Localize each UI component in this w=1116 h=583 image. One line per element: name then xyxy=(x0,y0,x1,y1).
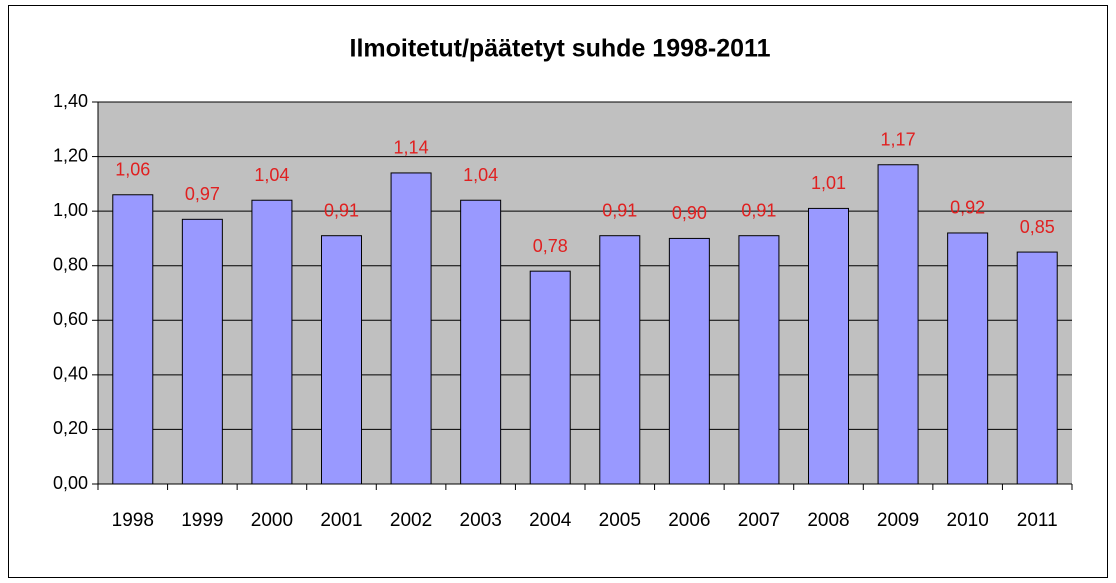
bar xyxy=(251,199,293,485)
x-tick-label: 2007 xyxy=(738,510,780,531)
bar xyxy=(529,270,571,485)
x-tick-label: 1999 xyxy=(181,510,223,531)
data-label: 1,01 xyxy=(811,173,846,193)
x-tick-label: 1998 xyxy=(112,510,154,531)
bar xyxy=(390,172,432,485)
data-label: 0,91 xyxy=(324,200,359,220)
x-tick-label: 2004 xyxy=(529,510,572,531)
x-tick-label: 2006 xyxy=(668,510,710,531)
x-tick-label: 2003 xyxy=(460,510,502,531)
data-label: 1,04 xyxy=(254,165,289,185)
y-tick-label: 0,00 xyxy=(53,473,88,493)
y-tick-label: 0,20 xyxy=(53,418,88,438)
bar xyxy=(808,207,849,485)
bar xyxy=(1016,251,1058,485)
x-tick-label: 2002 xyxy=(390,510,432,531)
chart-title: Ilmoitetut/päätetyt suhde 1998-2011 xyxy=(350,35,771,63)
data-label: 1,04 xyxy=(463,165,498,185)
data-label: 0,97 xyxy=(185,184,220,204)
y-tick-label: 1,20 xyxy=(53,145,88,165)
x-tick-label: 2000 xyxy=(251,510,293,531)
y-tick-label: 1,00 xyxy=(53,200,88,220)
bar xyxy=(599,235,641,485)
data-label: 1,06 xyxy=(115,160,150,180)
x-tick-label: 2001 xyxy=(320,510,362,531)
y-tick-label: 1,40 xyxy=(53,91,88,111)
data-label: 0,91 xyxy=(741,200,776,220)
data-label: 0,91 xyxy=(602,200,637,220)
bar xyxy=(738,235,780,485)
bar xyxy=(181,218,223,485)
data-label: 0,85 xyxy=(1020,217,1055,237)
bar xyxy=(668,237,710,485)
data-label: 1,17 xyxy=(881,130,916,150)
y-tick-label: 0,40 xyxy=(53,364,88,384)
bar xyxy=(877,164,919,485)
bar xyxy=(460,199,502,485)
x-tick-label: 2008 xyxy=(807,510,849,531)
data-label: 0,90 xyxy=(672,203,707,223)
bar xyxy=(112,194,154,485)
data-label: 0,78 xyxy=(533,236,568,256)
x-tick-label: 2005 xyxy=(599,510,641,531)
x-tick-label: 2010 xyxy=(947,510,989,531)
bar xyxy=(321,235,362,485)
x-tick-label: 2011 xyxy=(1017,510,1058,531)
bar xyxy=(947,232,989,485)
x-tick-label: 2009 xyxy=(877,510,919,531)
plot-area xyxy=(98,102,1072,484)
data-label: 0,92 xyxy=(950,198,985,218)
y-tick-label: 0,60 xyxy=(53,309,88,329)
y-tick-label: 0,80 xyxy=(53,254,88,274)
data-label: 1,14 xyxy=(394,138,429,158)
